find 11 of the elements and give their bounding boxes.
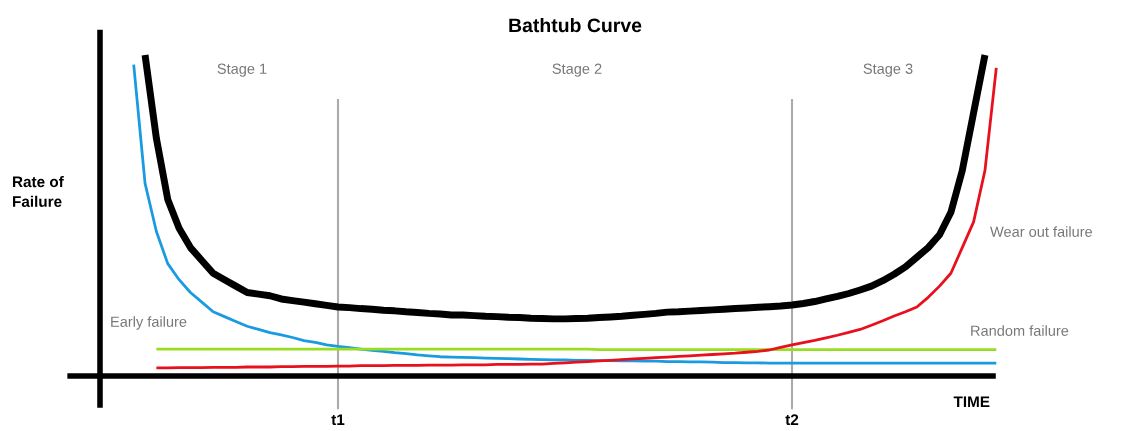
x-tick-label: t1: [331, 414, 345, 426]
annotation: Stage 3: [863, 63, 913, 77]
y-axis-title: Rate of Failure: [13, 175, 64, 207]
x-tick-label: t2: [785, 414, 799, 426]
annotation: Stage 1: [217, 63, 267, 77]
series-label: Wear out failure: [990, 226, 1093, 237]
chart-title: Bathtub Curve: [509, 17, 642, 33]
x-axis-title: TIME: [953, 396, 990, 407]
series-label: Early failure: [111, 316, 187, 330]
series-label: Random failure: [971, 325, 1069, 336]
annotation: Stage 2: [552, 63, 602, 77]
